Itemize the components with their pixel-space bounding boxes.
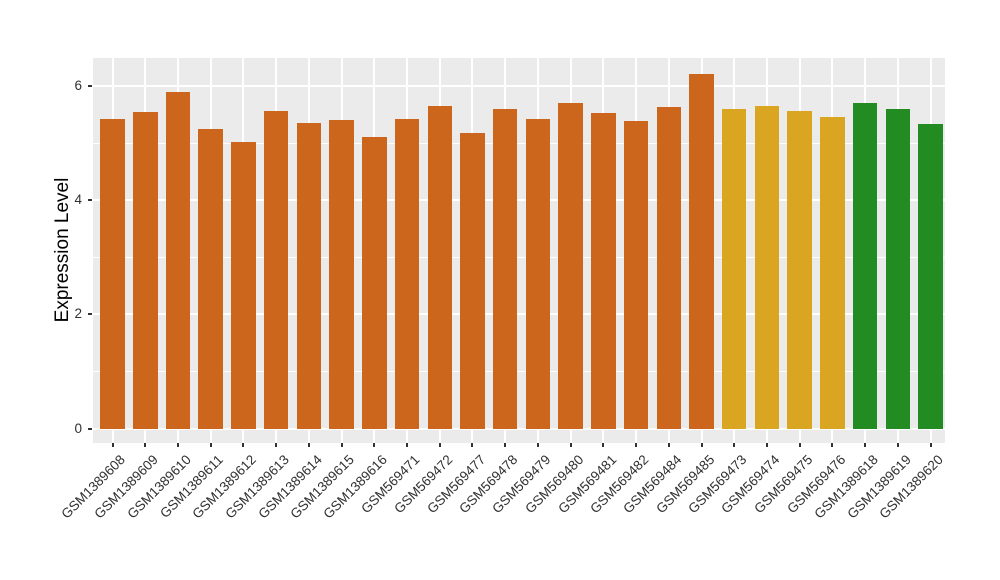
x-tick-mark	[602, 443, 605, 447]
bar-GSM569482	[623, 120, 649, 429]
bar-GSM569471	[394, 118, 420, 429]
bar-GSM1389614	[296, 122, 322, 429]
x-tick-mark	[406, 443, 409, 447]
y-tick-label: 6	[74, 77, 82, 93]
bar-GSM1389619	[885, 109, 911, 429]
x-tick-mark	[831, 443, 834, 447]
x-tick-mark	[798, 443, 801, 447]
y-tick-label: 2	[74, 306, 82, 322]
bar-GSM1389608	[100, 119, 125, 429]
bar-GSM1389618	[852, 103, 878, 429]
x-tick-mark	[635, 443, 638, 447]
x-tick-mark	[504, 443, 507, 447]
plot-panel	[93, 58, 945, 443]
x-tick-mark	[700, 443, 703, 447]
x-tick-mark	[667, 443, 670, 447]
gridline-horizontal-major	[93, 84, 945, 87]
bar-GSM569472	[427, 105, 452, 429]
bar-GSM569473	[721, 108, 747, 429]
bar-GSM569476	[820, 116, 845, 429]
bar-GSM1389609	[133, 111, 158, 429]
y-tick-label: 4	[74, 192, 82, 208]
x-tick-mark	[144, 443, 147, 447]
x-tick-mark	[275, 443, 278, 447]
y-tick-label: 0	[74, 420, 82, 436]
x-tick-mark	[209, 443, 212, 447]
bar-GSM569478	[492, 108, 518, 429]
bar-GSM569474	[754, 105, 780, 429]
bar-GSM569484	[656, 107, 682, 429]
gridline-horizontal-major	[93, 199, 945, 202]
gridline-horizontal-minor	[93, 371, 945, 373]
bar-GSM569481	[591, 113, 616, 429]
bar-GSM1389616	[362, 137, 387, 429]
bar-GSM1389610	[165, 91, 191, 429]
x-tick-mark	[176, 443, 179, 447]
bar-GSM569480	[558, 102, 583, 429]
x-tick-mark	[307, 443, 310, 447]
x-tick-mark	[733, 443, 736, 447]
y-tick-mark	[88, 313, 92, 316]
x-tick-mark	[340, 443, 343, 447]
bar-GSM569475	[787, 111, 812, 429]
x-tick-mark	[929, 443, 932, 447]
x-tick-mark	[536, 443, 539, 447]
x-tick-mark	[111, 443, 114, 447]
x-tick-mark	[896, 443, 899, 447]
gridline-horizontal-minor	[93, 256, 945, 258]
y-tick-mark	[88, 199, 92, 202]
bar-GSM1389612	[231, 141, 256, 429]
bar-GSM569485	[689, 73, 714, 429]
x-tick-mark	[373, 443, 376, 447]
x-tick-mark	[569, 443, 572, 447]
bar-GSM1389615	[329, 120, 354, 429]
bar-GSM569479	[525, 119, 551, 429]
gridline-horizontal-major	[93, 313, 945, 316]
x-tick-mark	[242, 443, 245, 447]
gridline-horizontal-major	[93, 427, 945, 430]
y-tick-mark	[88, 427, 92, 430]
gridline-horizontal-minor	[93, 142, 945, 144]
bar-GSM1389613	[263, 111, 289, 429]
bar-GSM1389611	[198, 128, 223, 429]
x-tick-mark	[864, 443, 867, 447]
x-tick-mark	[471, 443, 474, 447]
bar-GSM1389620	[918, 124, 943, 429]
x-tick-mark	[765, 443, 768, 447]
y-tick-mark	[88, 84, 92, 87]
x-tick-mark	[438, 443, 441, 447]
bar-GSM569477	[460, 132, 485, 429]
